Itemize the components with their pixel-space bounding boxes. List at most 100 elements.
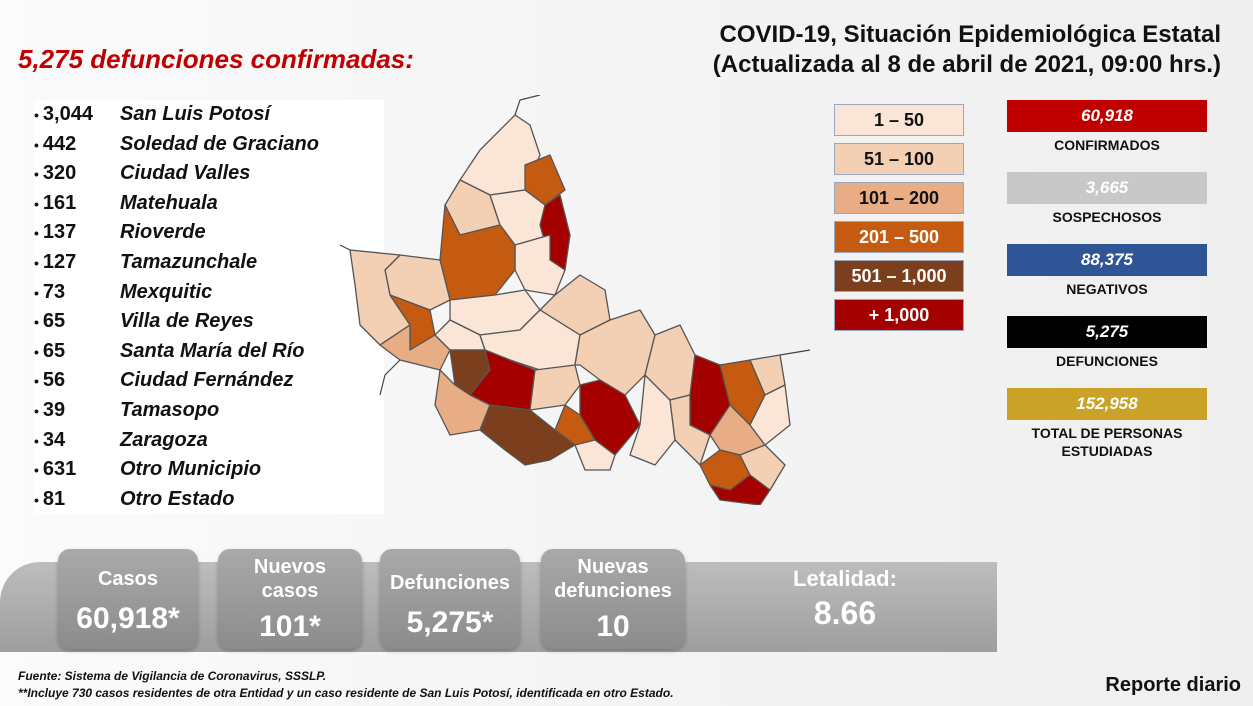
map-region-south-2 <box>574 439 616 471</box>
map-region-north-5 <box>514 234 566 296</box>
page-title: COVID-19, Situación Epidemiológica Estat… <box>713 20 1221 80</box>
legend-item: + 1,000 <box>834 299 964 331</box>
map-legend: 1 – 50 51 – 100 101 – 200 201 – 500 501 – 1,… <box>834 104 964 338</box>
municipality-name: San Luis Potosí <box>120 103 271 125</box>
municipality-name: Ciudad Valles <box>120 162 251 185</box>
municipality-name: Zaragoza <box>120 428 208 451</box>
footer-note: **Incluye 730 casos residentes de otra E… <box>18 686 674 700</box>
stat-label: NEGATIVOS <box>1066 281 1148 297</box>
card-deaths-value: 5,275* <box>406 606 494 639</box>
map-region-east-7 <box>749 384 791 446</box>
map-region-huasteca-2 <box>739 444 786 491</box>
municipality-count: 3,044 <box>34 100 120 130</box>
municipality-name: Santa María del Río <box>120 339 305 362</box>
municipality-count: 56 <box>34 366 120 396</box>
stat-label: CONFIRMADOS <box>1054 137 1160 153</box>
municipality-name: Soledad de Graciano <box>120 132 319 155</box>
legend-item: 501 – 1,000 <box>834 260 964 292</box>
municipality-name: Otro Municipio <box>120 458 262 481</box>
map-region-tamazunchale <box>709 474 771 505</box>
card-cases: Casos 60,918* <box>58 549 198 649</box>
title-line-2: (Actualizada al 8 de abril de 2021, 09:0… <box>712 51 1221 78</box>
municipality-count: 73 <box>34 278 120 308</box>
legend-item: 201 – 500 <box>834 221 964 253</box>
municipality-name: Rioverde <box>120 221 206 244</box>
municipality-name: Ciudad Fernández <box>120 369 294 392</box>
municipality-count: 34 <box>34 426 120 456</box>
municipality-name: Matehuala <box>120 191 218 214</box>
municipality-count: 320 <box>34 159 120 189</box>
daily-report-label: Reporte diario <box>1105 674 1241 696</box>
legend-item: 51 – 100 <box>834 143 964 175</box>
municipality-count: 127 <box>34 248 120 278</box>
card-new-deaths-value: 10 <box>596 610 630 643</box>
card-lethality: Letalidad: 8.66 <box>700 566 990 632</box>
card-deaths-label: Defunciones <box>389 572 511 594</box>
card-new-deaths: Nuevas defunciones 10 <box>541 549 685 649</box>
stats-panel: 60,918 CONFIRMADOS 3,665 SOSPECHOSOS 88,375 N… <box>1007 100 1207 460</box>
stat-group: 88,375 NEGATIVOS <box>1007 244 1207 298</box>
stat-label: TOTAL DE PERSONAS ESTUDIADAS <box>1031 425 1183 459</box>
municipality-count: 161 <box>34 189 120 219</box>
municipality-name: Mexquitic <box>120 280 213 303</box>
municipality-name: Tamasopo <box>120 398 220 421</box>
title-line-1: COVID-19, Situación Epidemiológica Estat… <box>719 21 1221 48</box>
stat-value: 60,918 <box>1007 100 1207 132</box>
map-region-center-5 <box>529 364 581 411</box>
stat-value: 152,958 <box>1007 388 1207 420</box>
stat-label: DEFUNCIONES <box>1056 353 1158 369</box>
stat-group: 60,918 CONFIRMADOS <box>1007 100 1207 154</box>
card-lethality-value: 8.66 <box>813 595 877 631</box>
map-road-east <box>779 349 811 356</box>
municipality-count: 442 <box>34 130 120 160</box>
stat-group: 5,275 DEFUNCIONES <box>1007 316 1207 370</box>
map-road-north <box>514 95 541 116</box>
stat-group: 3,665 SOSPECHOSOS <box>1007 172 1207 226</box>
map-region-villa-reyes <box>479 404 576 466</box>
card-cases-label: Casos <box>97 568 159 590</box>
footer-notes: Fuente: Sistema de Vigilancia de Coronav… <box>18 668 674 702</box>
municipality-name: Tamazunchale <box>120 250 258 273</box>
card-new-cases-value: 101* <box>259 610 321 643</box>
card-cases-value: 60,918* <box>76 602 180 635</box>
municipality-count: 81 <box>34 485 120 515</box>
stat-label: SOSPECHOSOS <box>1052 209 1162 225</box>
card-new-cases-label: Nuevos casos <box>253 556 327 602</box>
card-deaths: Defunciones 5,275* <box>380 549 520 649</box>
municipality-name: Villa de Reyes <box>120 310 254 333</box>
stat-group: 152,958 TOTAL DE PERSONAS ESTUDIADAS <box>1007 388 1207 460</box>
stat-value: 88,375 <box>1007 244 1207 276</box>
deaths-headline: 5,275 defunciones confirmadas: <box>18 44 414 74</box>
card-lethality-label: Letalidad: <box>793 566 897 591</box>
municipality-count: 65 <box>34 307 120 337</box>
map-road-sw <box>379 359 401 396</box>
municipality-count: 39 <box>34 396 120 426</box>
footer-source: Fuente: Sistema de Vigilancia de Coronav… <box>18 669 327 683</box>
legend-item: 101 – 200 <box>834 182 964 214</box>
legend-item: 1 – 50 <box>834 104 964 136</box>
card-new-cases: Nuevos casos 101* <box>218 549 362 649</box>
stat-value: 3,665 <box>1007 172 1207 204</box>
map-region-north-2 <box>524 154 566 206</box>
municipality-count: 631 <box>34 455 120 485</box>
card-new-deaths-label: Nuevas defunciones <box>554 556 672 602</box>
municipality-count: 65 <box>34 337 120 367</box>
municipality-name: Otro Estado <box>120 487 235 510</box>
stat-value: 5,275 <box>1007 316 1207 348</box>
map-road-west <box>340 244 351 251</box>
